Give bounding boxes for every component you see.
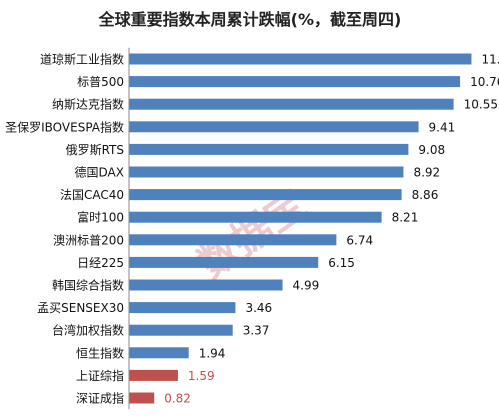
bar: [129, 279, 283, 291]
value-label: 8.92: [413, 166, 440, 180]
category-label: 富时100: [77, 210, 124, 225]
chart-title: 全球重要指数本周累计跌幅(%，截至周四): [98, 10, 402, 29]
category-label: 深证成指: [76, 391, 124, 406]
value-label: 6.74: [346, 233, 373, 247]
value-label: 9.08: [418, 143, 445, 157]
bar: [129, 121, 419, 133]
category-label: 孟买SENSEX30: [37, 301, 124, 315]
value-label: 4.99: [293, 279, 320, 293]
category-label: 德国DAX: [75, 165, 124, 180]
bar: [129, 324, 233, 336]
category-label: 法国CAC40: [60, 188, 124, 202]
value-label: 6.15: [328, 256, 355, 270]
category-label: 俄罗斯RTS: [66, 143, 124, 157]
category-label: 纳斯达克指数: [52, 97, 124, 112]
category-label: 澳洲标普200: [53, 233, 124, 247]
bar: [129, 347, 189, 359]
category-label: 恒生指数: [76, 345, 124, 360]
category-label: 上证综指: [76, 368, 124, 383]
value-labels: 11.13 10.76 10.55 9.41 9.08 8.92 8.86 8.21 6.74 6…: [164, 53, 499, 406]
value-label: 1.94: [199, 346, 226, 360]
category-label: 日经225: [77, 256, 124, 270]
value-label: 10.76: [470, 75, 499, 89]
category-label: 圣保罗IBOVESPA指数: [5, 119, 124, 134]
value-label: 1.59: [188, 369, 215, 383]
value-label: 11.13: [481, 53, 499, 67]
value-label: 9.41: [429, 120, 456, 134]
bar: [129, 53, 472, 65]
bar: [129, 143, 409, 155]
value-label: 3.37: [243, 324, 270, 338]
bar: [129, 76, 461, 88]
bars-group: [129, 53, 472, 404]
bar: [129, 211, 382, 223]
bar: [129, 234, 337, 246]
value-label: 3.46: [245, 301, 272, 315]
category-label: 道琼斯工业指数: [40, 52, 124, 67]
bar: [129, 189, 402, 201]
value-label: 0.82: [164, 392, 191, 406]
category-label: 台湾加权指数: [52, 323, 124, 338]
bar: [129, 166, 404, 178]
bar: [129, 302, 236, 314]
category-label: 韩国综合指数: [52, 278, 124, 293]
bar: [129, 369, 178, 381]
bar: [129, 98, 454, 110]
category-label: 标普500: [77, 75, 124, 89]
bar: [129, 256, 319, 268]
bar: [129, 392, 155, 404]
value-label: 8.86: [412, 188, 439, 202]
value-label: 8.21: [392, 211, 419, 225]
value-label: 10.55: [464, 98, 498, 112]
